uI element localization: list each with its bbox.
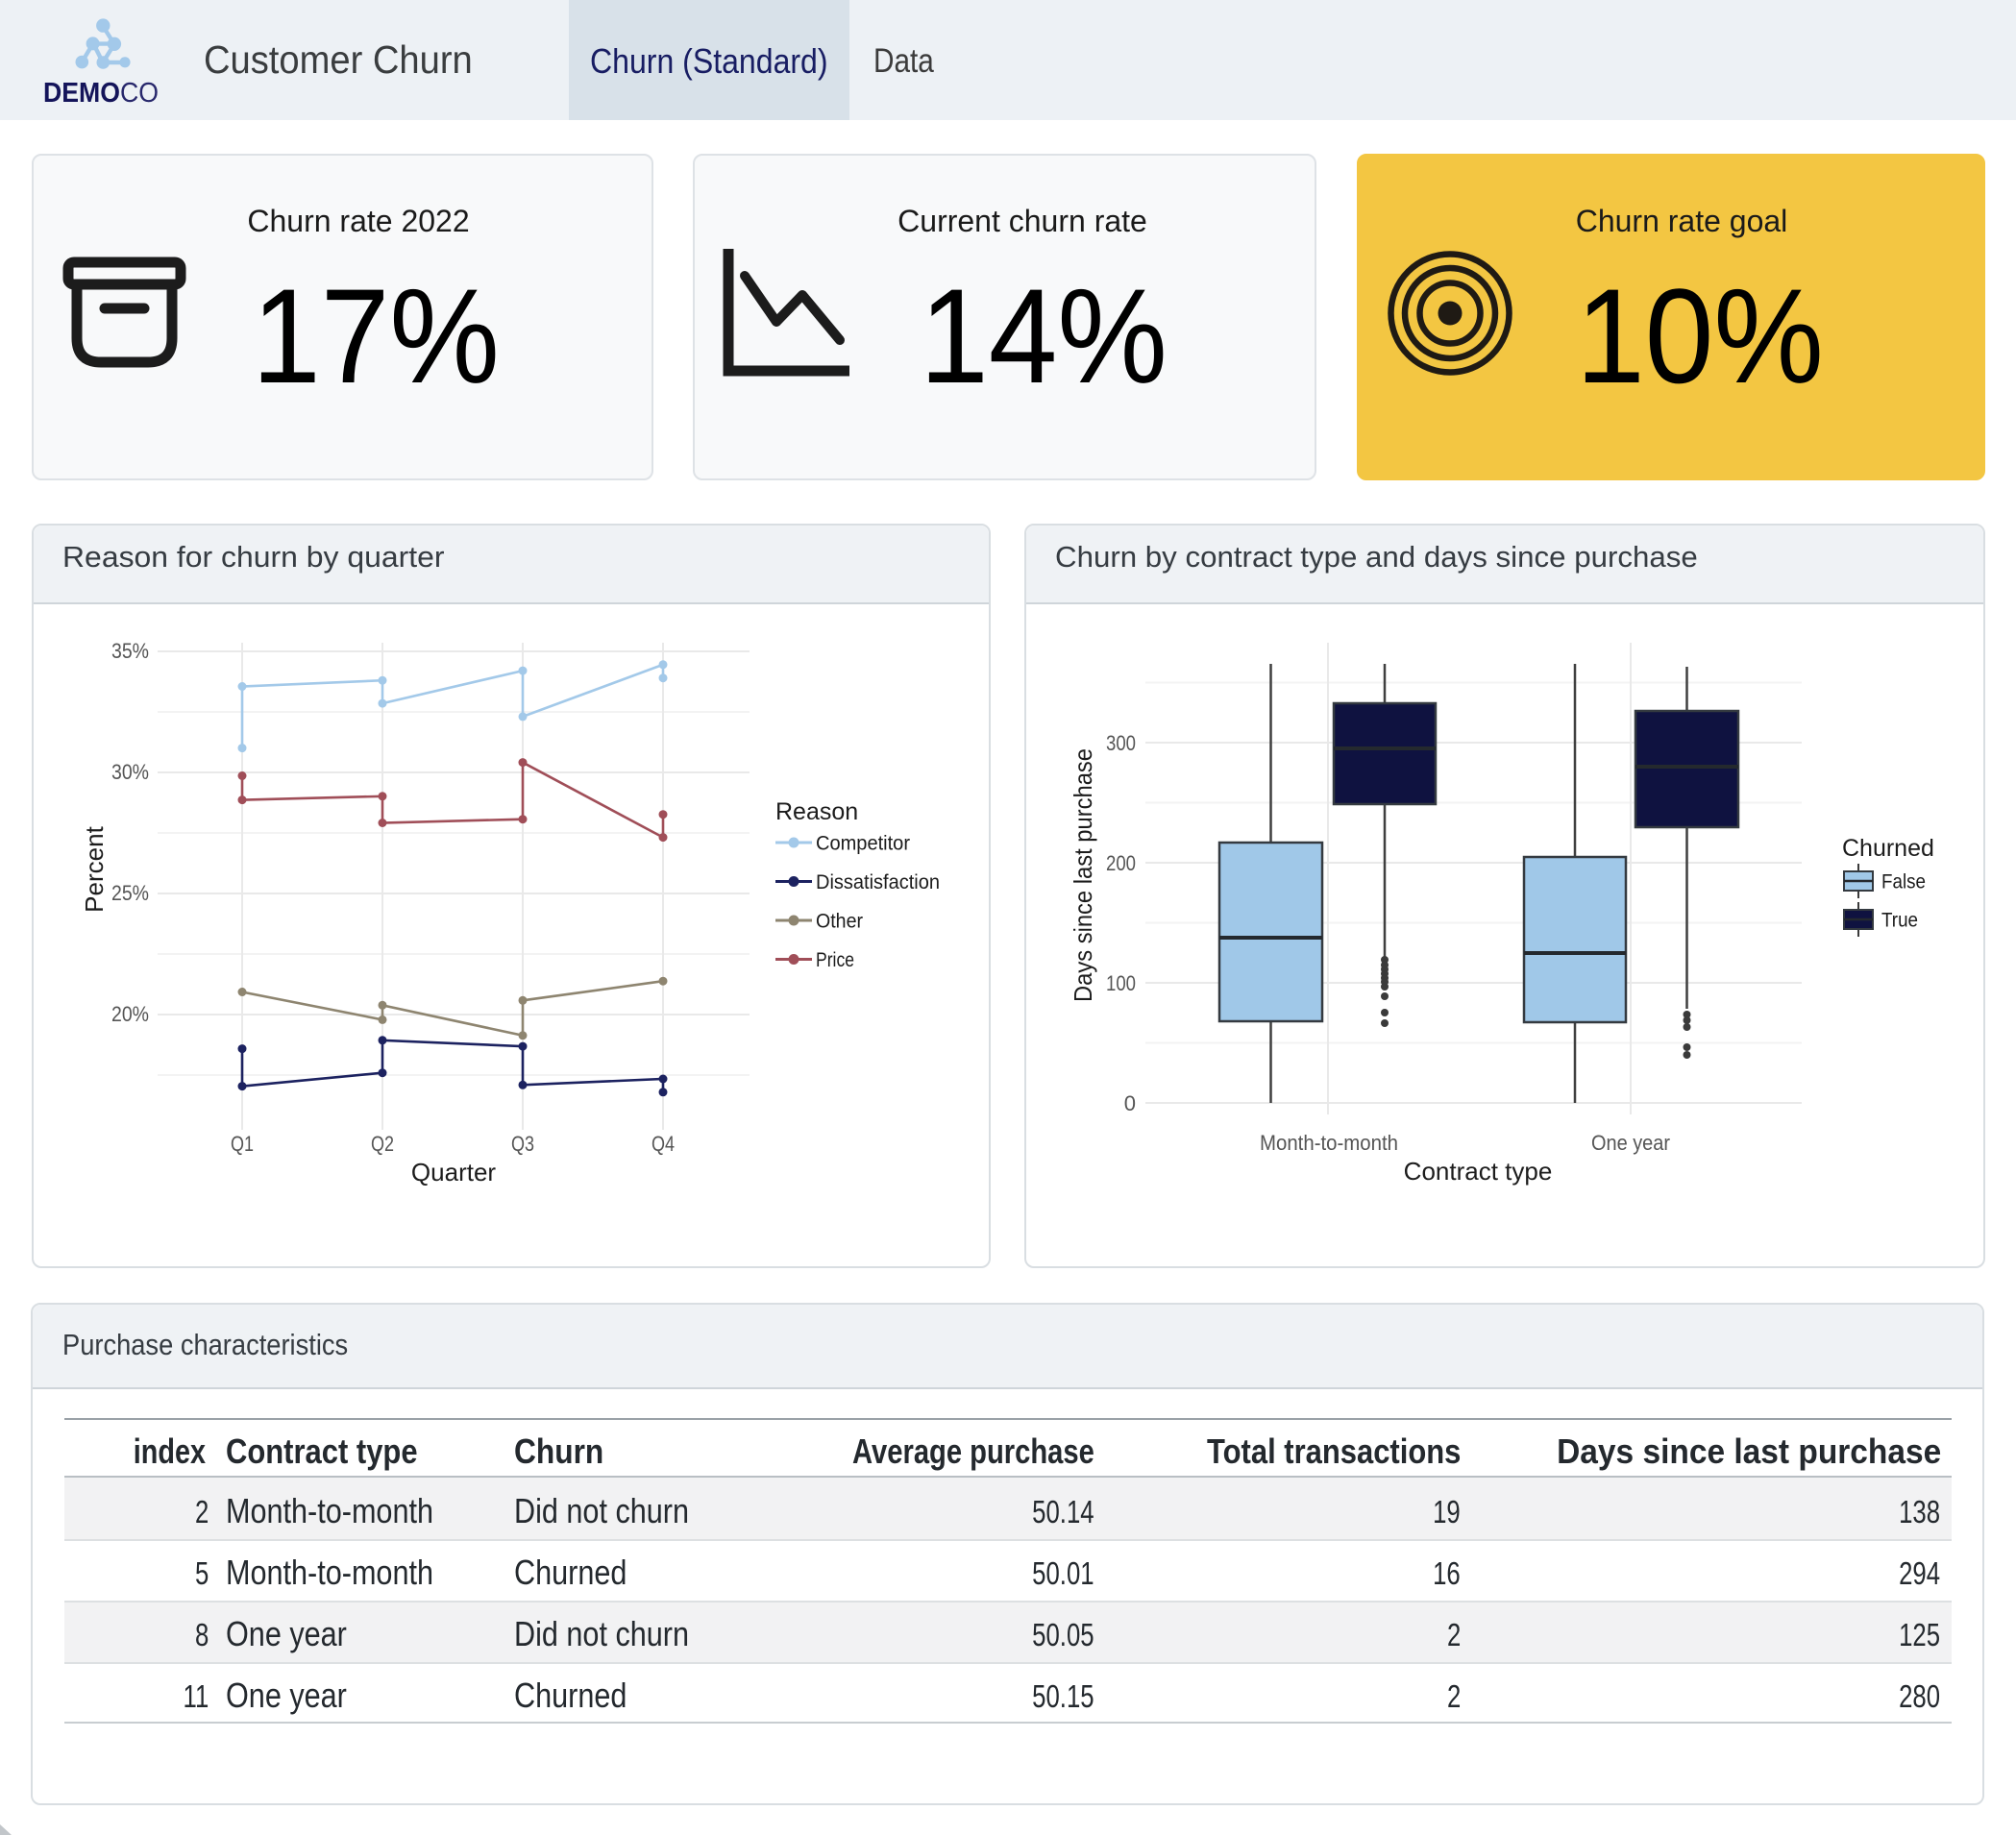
svg-text:Q1: Q1	[231, 1132, 254, 1156]
svg-text:Q2: Q2	[371, 1132, 394, 1156]
svg-text:False: False	[1881, 871, 1926, 893]
svg-text:Percent: Percent	[80, 825, 109, 912]
svg-text:0: 0	[1124, 1091, 1136, 1115]
svg-text:Competitor: Competitor	[816, 833, 910, 855]
svg-text:35%: 35%	[111, 639, 149, 663]
svg-text:Q4: Q4	[652, 1132, 675, 1156]
svg-text:200: 200	[1106, 851, 1136, 875]
svg-text:True: True	[1881, 910, 1918, 932]
svg-text:20%: 20%	[111, 1002, 149, 1026]
svg-text:Churned: Churned	[1842, 835, 1934, 862]
svg-text:Quarter: Quarter	[411, 1158, 496, 1187]
svg-text:Month-to-month: Month-to-month	[1260, 1131, 1398, 1155]
svg-text:Other: Other	[816, 911, 863, 933]
svg-text:Reason: Reason	[775, 798, 858, 825]
svg-text:Contract type: Contract type	[1404, 1157, 1553, 1186]
svg-text:One year: One year	[1591, 1131, 1670, 1155]
svg-text:100: 100	[1106, 971, 1136, 995]
svg-text:Q3: Q3	[511, 1132, 534, 1156]
svg-text:Dissatisfaction: Dissatisfaction	[816, 871, 940, 893]
svg-text:DEMOCO: DEMOCO	[43, 77, 159, 108]
svg-text:30%: 30%	[111, 760, 149, 784]
svg-text:300: 300	[1106, 731, 1136, 755]
svg-text:25%: 25%	[111, 881, 149, 905]
svg-text:Days since last purchase: Days since last purchase	[1069, 748, 1097, 1002]
svg-text:Price: Price	[816, 949, 854, 971]
